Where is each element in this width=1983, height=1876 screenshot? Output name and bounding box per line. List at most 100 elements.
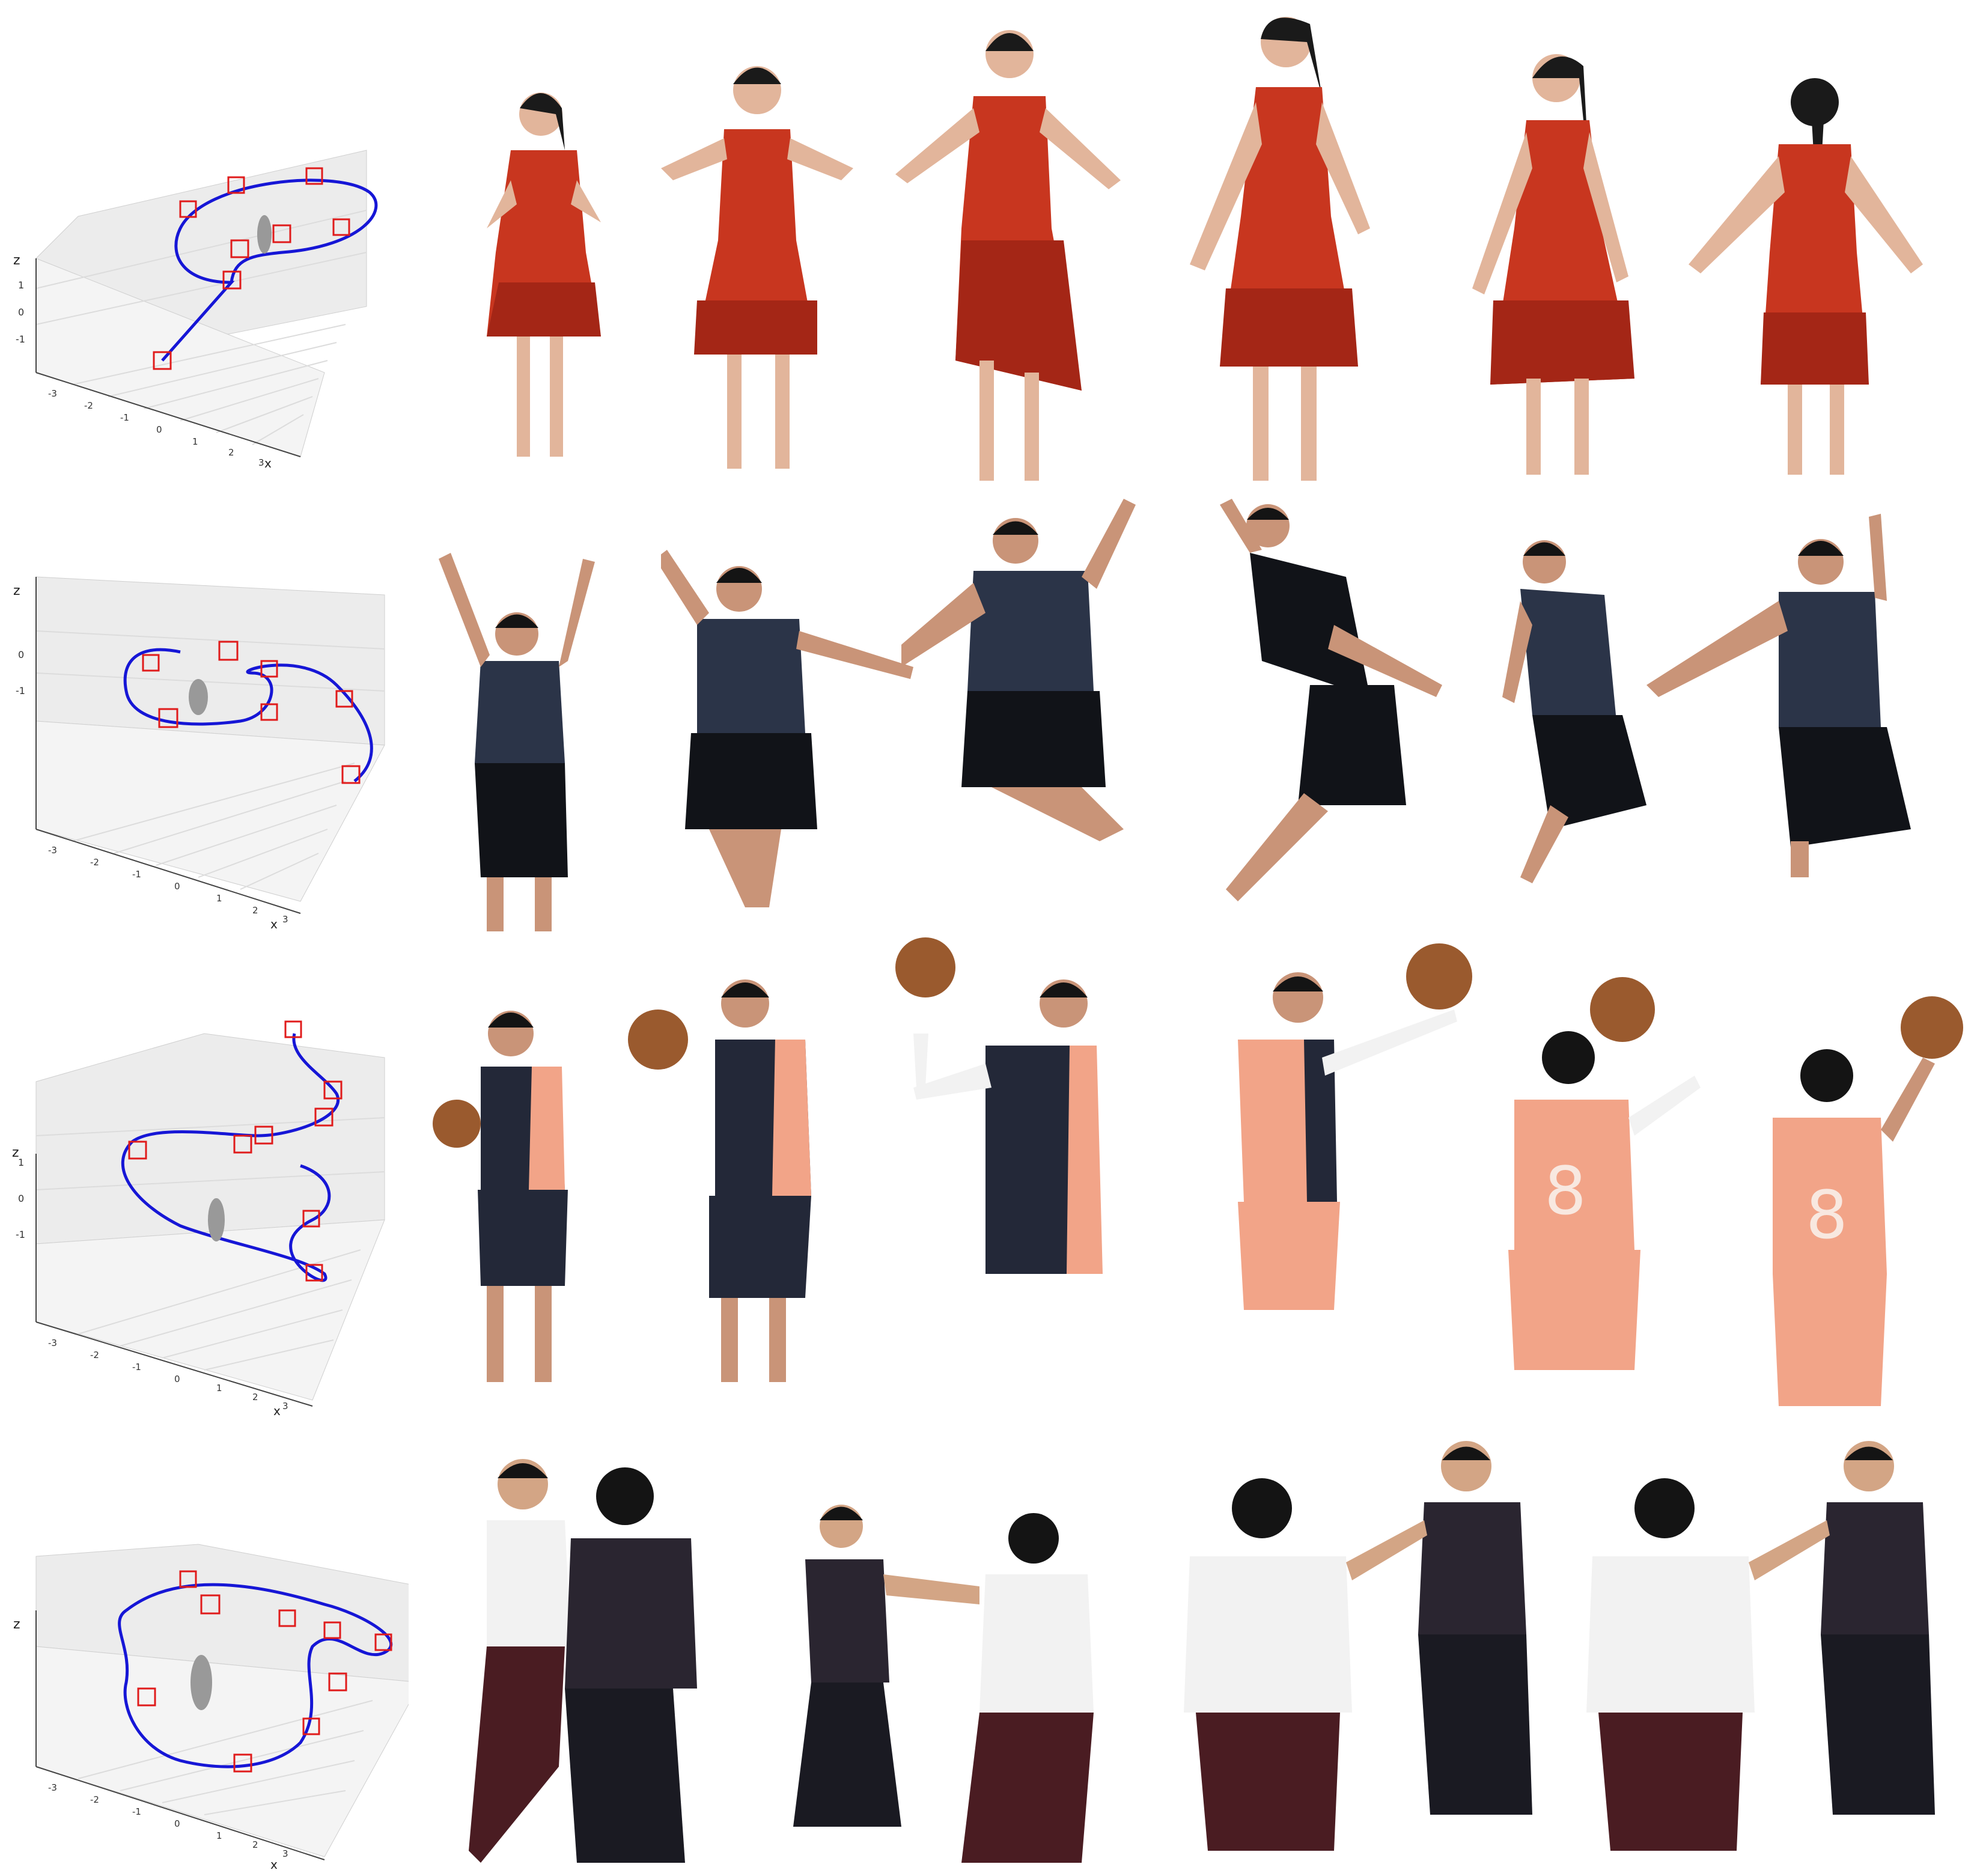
render-frame — [421, 0, 673, 493]
camera-icon — [260, 660, 278, 678]
camera-icon — [305, 167, 323, 185]
svg-text:0: 0 — [174, 1818, 180, 1829]
z-axis-label: z — [13, 583, 20, 598]
x-ticks: -3 -2 -1 0 1 2 3 — [48, 1338, 288, 1412]
mesh-figure — [190, 1655, 212, 1710]
render-frame — [637, 0, 889, 493]
svg-text:-2: -2 — [90, 857, 99, 868]
render-frame — [1172, 1430, 1562, 1875]
camera-icon — [323, 1080, 343, 1100]
camera-markers — [142, 641, 361, 784]
svg-text:1: 1 — [216, 1383, 222, 1393]
camera-icon — [260, 703, 278, 721]
render-frame — [889, 937, 1118, 1418]
x-axis-line — [35, 829, 301, 914]
x-axis-label: x — [270, 1857, 278, 1872]
x-ticks: -3 -2 -1 0 1 2 3 — [48, 388, 264, 468]
camera-trajectory — [123, 648, 373, 782]
render-frame — [1214, 493, 1466, 937]
svg-text:0: 0 — [156, 424, 162, 435]
svg-text:-1: -1 — [132, 1806, 141, 1817]
svg-text:1: 1 — [192, 436, 198, 447]
camera-icon — [218, 641, 239, 661]
jersey-number: 8 — [1806, 1177, 1848, 1253]
render-frame — [883, 0, 1136, 493]
svg-text:2: 2 — [252, 1392, 258, 1402]
svg-text:2: 2 — [252, 1839, 258, 1850]
camera-icon — [142, 654, 160, 672]
camera-icon — [179, 200, 197, 218]
camera-markers — [137, 1570, 392, 1773]
trajectory-plot-row-2: z 0 -1 -3 -2 -1 0 1 2 3 x — [0, 493, 409, 937]
svg-text:2: 2 — [228, 447, 234, 458]
z-tick: 0 — [18, 1193, 24, 1204]
svg-text:-2: -2 — [84, 400, 93, 411]
z-tick: -1 — [16, 333, 25, 345]
svg-text:2: 2 — [252, 905, 258, 916]
camera-icon — [284, 1020, 302, 1038]
svg-text:3: 3 — [282, 914, 288, 925]
x-axis-line — [35, 1321, 313, 1407]
plot-left-wall — [35, 1219, 385, 1401]
camera-icon — [230, 239, 249, 258]
camera-icon — [272, 224, 291, 243]
mesh-figure — [189, 679, 208, 715]
x-ticks: -3 -2 -1 0 1 2 3 — [48, 845, 288, 925]
camera-icon — [374, 1633, 392, 1651]
mesh-figure — [208, 1198, 225, 1241]
camera-icon — [233, 1753, 252, 1773]
svg-text:-2: -2 — [90, 1350, 99, 1360]
camera-icon — [233, 1134, 252, 1154]
figure-row-1: z 1 0 -1 -3 -2 -1 0 1 2 3 x — [0, 0, 1983, 493]
camera-markers — [128, 1020, 343, 1282]
x-axis-label: x — [273, 1404, 281, 1418]
render-frame — [1683, 0, 1935, 493]
render-frame — [421, 493, 679, 937]
svg-text:0: 0 — [174, 881, 180, 892]
render-frame — [1466, 493, 1683, 937]
x-ticks: -3 -2 -1 0 1 2 3 — [48, 1782, 288, 1859]
figure-row-4: z -3 -2 -1 0 1 2 3 x — [0, 1430, 1983, 1875]
render-frame — [901, 493, 1184, 937]
camera-icon — [302, 1210, 320, 1228]
z-axis-label: z — [12, 1145, 19, 1160]
render-frame — [445, 1430, 733, 1875]
z-tick: 1 — [18, 279, 24, 291]
camera-icon — [128, 1141, 147, 1160]
render-frame — [421, 937, 589, 1418]
camera-trajectory — [118, 1583, 393, 1768]
plot-back-wall — [35, 576, 385, 746]
svg-text:3: 3 — [258, 457, 264, 468]
render-frame — [1166, 0, 1418, 493]
mesh-figure — [257, 215, 272, 254]
camera-icon — [302, 1717, 320, 1735]
svg-text:-1: -1 — [132, 869, 141, 880]
svg-text:-1: -1 — [120, 412, 129, 423]
camera-icon — [314, 1107, 334, 1127]
render-frame: 8 — [1719, 937, 1971, 1418]
camera-icon — [254, 1125, 273, 1145]
x-axis-label: x — [264, 456, 272, 471]
svg-text:-2: -2 — [90, 1794, 99, 1805]
render-frame — [781, 1430, 1130, 1875]
render-frame — [625, 937, 817, 1418]
camera-icon — [335, 690, 353, 708]
z-tick: 1 — [18, 1157, 24, 1168]
svg-text:-3: -3 — [48, 845, 57, 856]
camera-icon — [332, 218, 350, 236]
x-axis-line — [35, 372, 301, 457]
camera-icon — [200, 1594, 221, 1615]
z-tick: -1 — [16, 1229, 25, 1240]
svg-text:3: 3 — [282, 1848, 288, 1859]
render-frame — [661, 493, 925, 937]
camera-icon — [179, 1570, 197, 1588]
plot-grid — [35, 210, 367, 445]
svg-text:1: 1 — [216, 1830, 222, 1841]
svg-text:-3: -3 — [48, 388, 57, 399]
plot-left-wall — [35, 1646, 409, 1857]
camera-icon — [341, 765, 361, 784]
camera-trajectory — [161, 178, 378, 362]
z-tick: 0 — [18, 649, 24, 660]
camera-icon — [323, 1621, 341, 1639]
trajectory-plot-row-4: z -3 -2 -1 0 1 2 3 x — [0, 1430, 409, 1875]
